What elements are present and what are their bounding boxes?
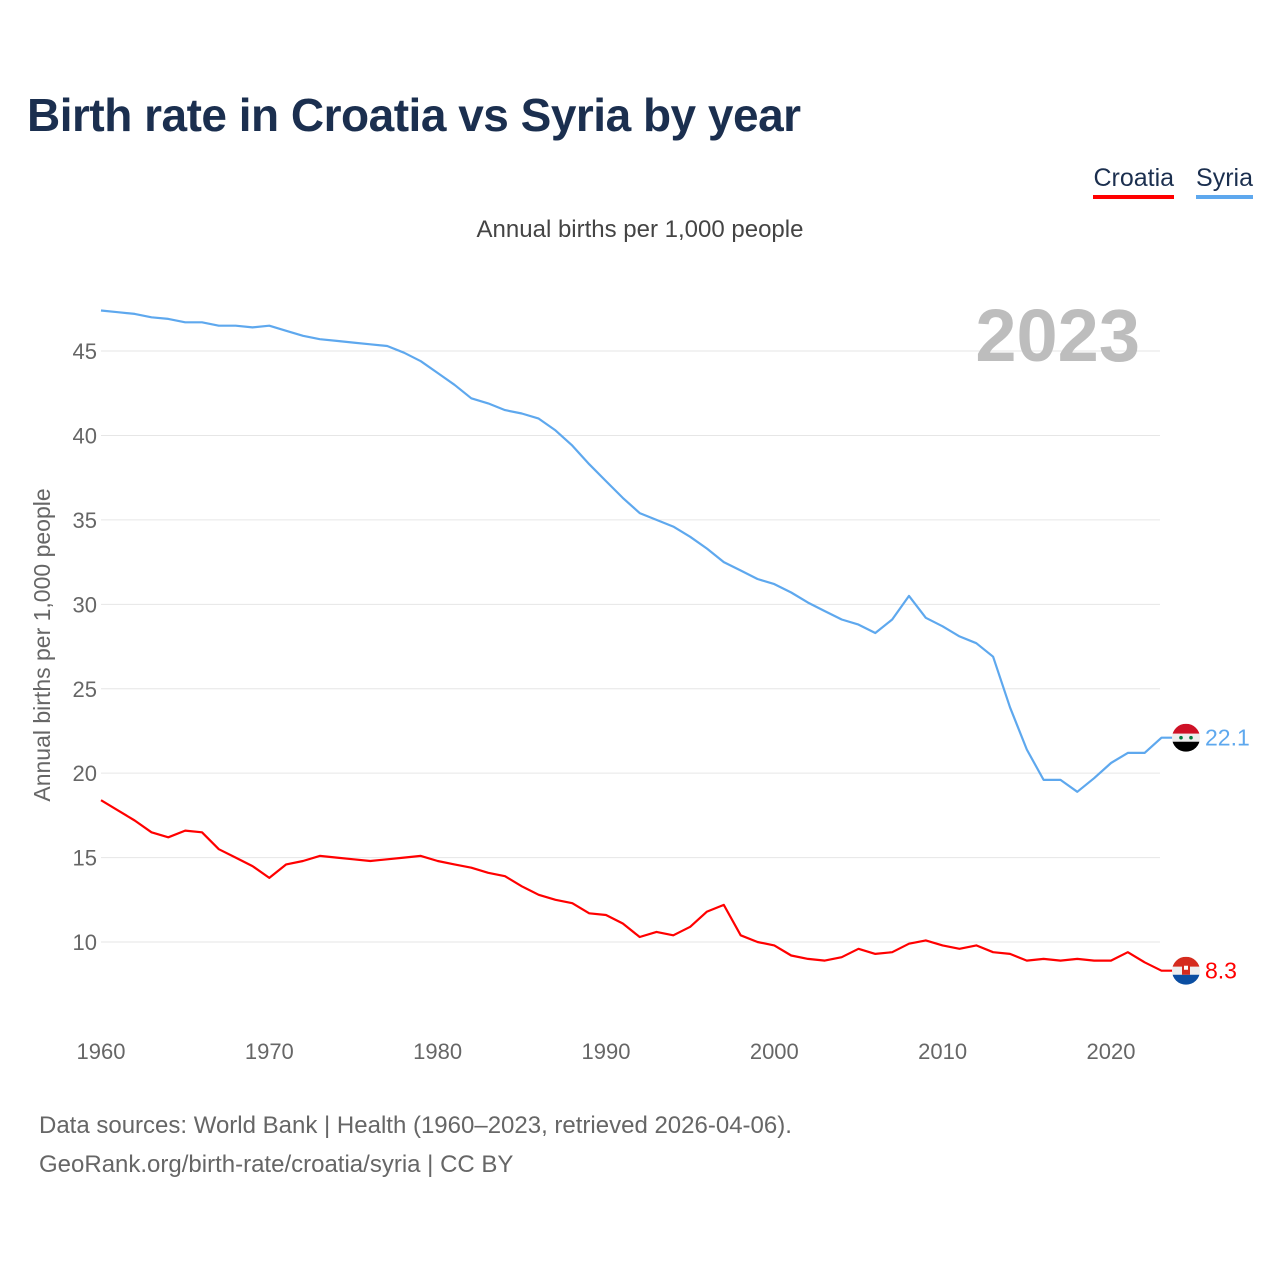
source-url-text[interactable]: GeoRank.org/birth-rate/croatia/syria | C… bbox=[39, 1151, 514, 1178]
y-tick-label: 25 bbox=[73, 677, 97, 702]
chart-subtitle: Annual births per 1,000 people bbox=[476, 216, 804, 243]
croatia-flag-icon bbox=[1172, 956, 1200, 985]
y-tick-label: 20 bbox=[73, 761, 97, 786]
data-source-text: Data sources: World Bank | Health (1960–… bbox=[39, 1112, 792, 1139]
legend: Croatia Syria bbox=[1093, 164, 1253, 199]
footer: Data sources: World Bank | Health (1960–… bbox=[39, 1106, 792, 1184]
end-value-label: 22.1 bbox=[1205, 725, 1250, 751]
chart-title: Birth rate in Croatia vs Syria by year bbox=[27, 89, 801, 141]
legend-item-syria[interactable]: Syria bbox=[1196, 164, 1253, 199]
x-tick-label: 2020 bbox=[1087, 1039, 1136, 1064]
y-tick-label: 15 bbox=[73, 846, 97, 871]
y-axis-label: Annual births per 1,000 people bbox=[29, 488, 55, 801]
series-line-syria[interactable] bbox=[100, 309, 1176, 793]
series-line-croatia[interactable] bbox=[100, 799, 1176, 972]
y-tick-label: 35 bbox=[73, 508, 97, 533]
x-tick-label: 1970 bbox=[245, 1039, 294, 1064]
x-tick-label: 2000 bbox=[750, 1039, 799, 1064]
y-axis-ticks: 10 15 20 25 30 35 40 45 bbox=[73, 339, 97, 955]
syria-flag-icon bbox=[1172, 723, 1200, 752]
series-end-markers: 8.3 22.1 bbox=[1172, 723, 1250, 985]
y-tick-label: 45 bbox=[73, 339, 97, 364]
y-tick-label: 10 bbox=[73, 930, 97, 955]
series-lines bbox=[100, 309, 1176, 972]
year-watermark: 2023 bbox=[975, 294, 1140, 377]
x-tick-label: 1960 bbox=[77, 1039, 126, 1064]
x-axis-ticks: 1960 1970 1980 1990 2000 2010 2020 bbox=[77, 1039, 1136, 1064]
x-tick-label: 1980 bbox=[413, 1039, 462, 1064]
end-value-label: 8.3 bbox=[1205, 958, 1237, 984]
y-tick-label: 30 bbox=[73, 592, 97, 617]
y-tick-label: 40 bbox=[73, 423, 97, 448]
x-tick-label: 1990 bbox=[582, 1039, 631, 1064]
x-tick-label: 2010 bbox=[918, 1039, 967, 1064]
gridlines bbox=[101, 350, 1160, 943]
legend-item-croatia[interactable]: Croatia bbox=[1093, 164, 1175, 199]
